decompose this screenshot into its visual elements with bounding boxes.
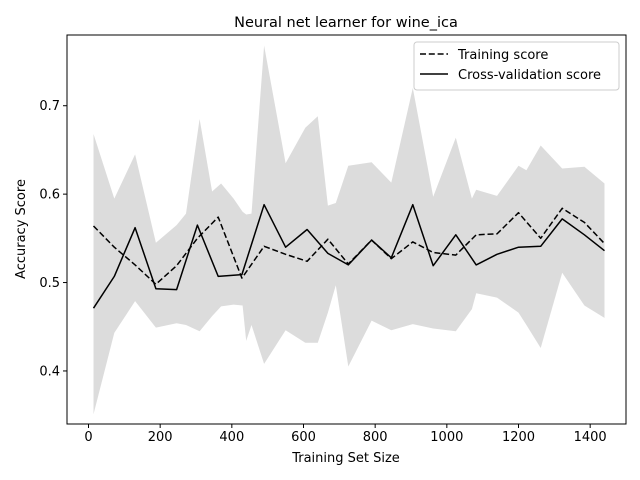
x-tick-label: 1000	[430, 430, 463, 445]
plot-frame	[66, 34, 627, 425]
y-axis-label: Accuracy Score	[14, 179, 29, 279]
y-tick-label: 0.5	[39, 276, 60, 291]
x-tick-label: 200	[148, 430, 173, 445]
y-tick-label: 0.4	[39, 364, 60, 379]
score-variance-band	[93, 45, 605, 415]
legend-cv-label: Cross-validation score	[458, 68, 601, 83]
x-tick-label: 400	[219, 430, 244, 445]
cross-validation-score-line	[92, 203, 605, 309]
legend-box	[413, 41, 620, 91]
x-tick-label: 1200	[502, 430, 535, 445]
x-tick-label: 1400	[574, 430, 607, 445]
chart-title: Neural net learner for wine_ica	[234, 15, 458, 31]
x-tick-label: 600	[291, 430, 316, 445]
plot-area: 0 200 400 600 800 1000 1200 1400 0.4 0.5 0.6 0.7	[39, 34, 627, 445]
x-tick-label: 0	[84, 430, 92, 445]
x-tick-label: 800	[363, 430, 388, 445]
y-tick-label: 0.6	[39, 188, 60, 203]
legend-training-label: Training score	[457, 48, 548, 63]
y-tick-label: 0.7	[39, 99, 60, 114]
x-axis-label: Training Set Size	[291, 451, 400, 466]
legend: Training score Cross-validation score	[413, 41, 620, 91]
